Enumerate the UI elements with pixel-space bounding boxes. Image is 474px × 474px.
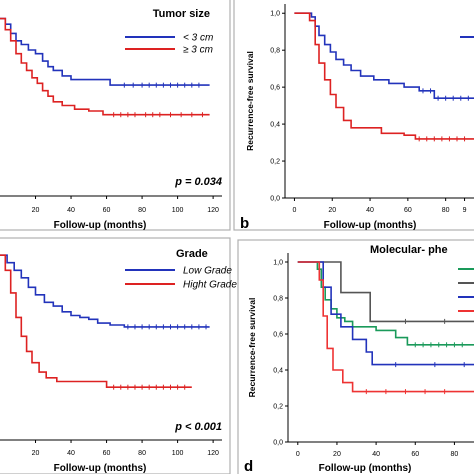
series-line-2 xyxy=(0,17,210,116)
x-tick-label: 20 xyxy=(32,207,40,214)
x-tick-label: 80 xyxy=(442,207,450,214)
y-axis-label: Recurrence-free survival xyxy=(245,51,255,151)
x-tick-label: 80 xyxy=(451,451,459,458)
x-tick-label: 60 xyxy=(103,450,111,457)
x-tick-label: 0 xyxy=(296,451,300,458)
x-tick-label: 40 xyxy=(372,451,380,458)
x-axis-label: Follow-up (months) xyxy=(54,220,147,231)
series-line-2 xyxy=(294,12,474,140)
x-axis-label: Follow-up (months) xyxy=(324,220,417,231)
legend-title: Grade xyxy=(176,248,208,260)
panel-frame xyxy=(237,239,474,474)
y-tick-label: 0,2 xyxy=(270,159,280,166)
y-tick-label: 0,6 xyxy=(270,85,280,92)
x-tick-label: 40 xyxy=(366,207,374,214)
x-tick-label: 40 xyxy=(67,207,75,214)
series-line-1 xyxy=(0,254,210,328)
y-axis-label: Recurrence-free survival xyxy=(247,298,257,398)
y-tick-label: 0,8 xyxy=(273,296,283,303)
panel-frame xyxy=(233,0,474,231)
km-panel-1: 20 40 60 80 100 120 Follow-up (months) Tumor si… xyxy=(0,0,231,231)
series-line-2 xyxy=(297,261,474,323)
y-tick-label: 0,6 xyxy=(273,332,283,339)
legend-title: Molecular- phe xyxy=(370,244,448,256)
x-tick-label: 100 xyxy=(172,207,184,214)
km-panel-2: 0 20 40 60 80 9 0,0 0,2 0,4 0,6 0,8 1,0 Follow-up (m… xyxy=(233,0,474,232)
legend-entry: Low Grade xyxy=(183,266,232,277)
y-tick-label: 1,0 xyxy=(273,260,283,267)
legend-entry: ≥ 3 cm xyxy=(183,45,213,56)
km-panel-4: 0 20 40 60 80 0,0 0,2 0,4 0,6 0,8 1,0 Follow-up (mo… xyxy=(237,239,474,474)
legend-title: Tumor size xyxy=(153,8,210,20)
series-line-1 xyxy=(297,261,474,346)
km-panel-3: 20 40 60 80 100 120 Follow-up (months) Grade Low… xyxy=(0,237,237,474)
x-tick-label: 40 xyxy=(67,450,75,457)
x-tick-label: 80 xyxy=(138,207,146,214)
panel-frame xyxy=(0,237,231,474)
x-tick-label: 100 xyxy=(172,450,184,457)
x-tick-label: 9 xyxy=(463,207,467,214)
x-tick-label: 20 xyxy=(328,207,336,214)
y-tick-label: 0,8 xyxy=(270,48,280,55)
y-tick-label: 0,4 xyxy=(273,368,283,375)
x-tick-label: 80 xyxy=(138,450,146,457)
series-line-2 xyxy=(0,254,192,388)
panel-letter: d xyxy=(244,458,253,474)
legend-entry: Hight Grade xyxy=(183,280,237,291)
x-tick-label: 120 xyxy=(207,207,219,214)
p-value-annotation: p = 0.034 xyxy=(174,176,222,188)
series-line-4 xyxy=(297,261,474,393)
x-axis-label: Follow-up (months) xyxy=(54,463,147,474)
panel-letter: b xyxy=(240,215,249,232)
x-tick-label: 120 xyxy=(207,450,219,457)
legend-entry: < 3 cm xyxy=(183,33,213,44)
y-tick-label: 0,4 xyxy=(270,122,280,129)
x-tick-label: 0 xyxy=(292,207,296,214)
x-tick-label: 60 xyxy=(411,451,419,458)
x-tick-label: 60 xyxy=(103,207,111,214)
x-axis-label: Follow-up (months) xyxy=(319,463,412,474)
panel-frame xyxy=(0,0,231,231)
series-line-1 xyxy=(294,12,474,99)
y-tick-label: 0,0 xyxy=(273,440,283,447)
y-tick-label: 1,0 xyxy=(270,11,280,18)
p-value-annotation: p < 0.001 xyxy=(174,421,222,433)
series-line-1 xyxy=(0,17,210,86)
y-tick-label: 0,2 xyxy=(273,404,283,411)
series-line-3 xyxy=(297,261,474,366)
y-tick-label: 0,0 xyxy=(270,196,280,203)
x-tick-label: 20 xyxy=(333,451,341,458)
x-tick-label: 20 xyxy=(32,450,40,457)
x-tick-label: 60 xyxy=(404,207,412,214)
